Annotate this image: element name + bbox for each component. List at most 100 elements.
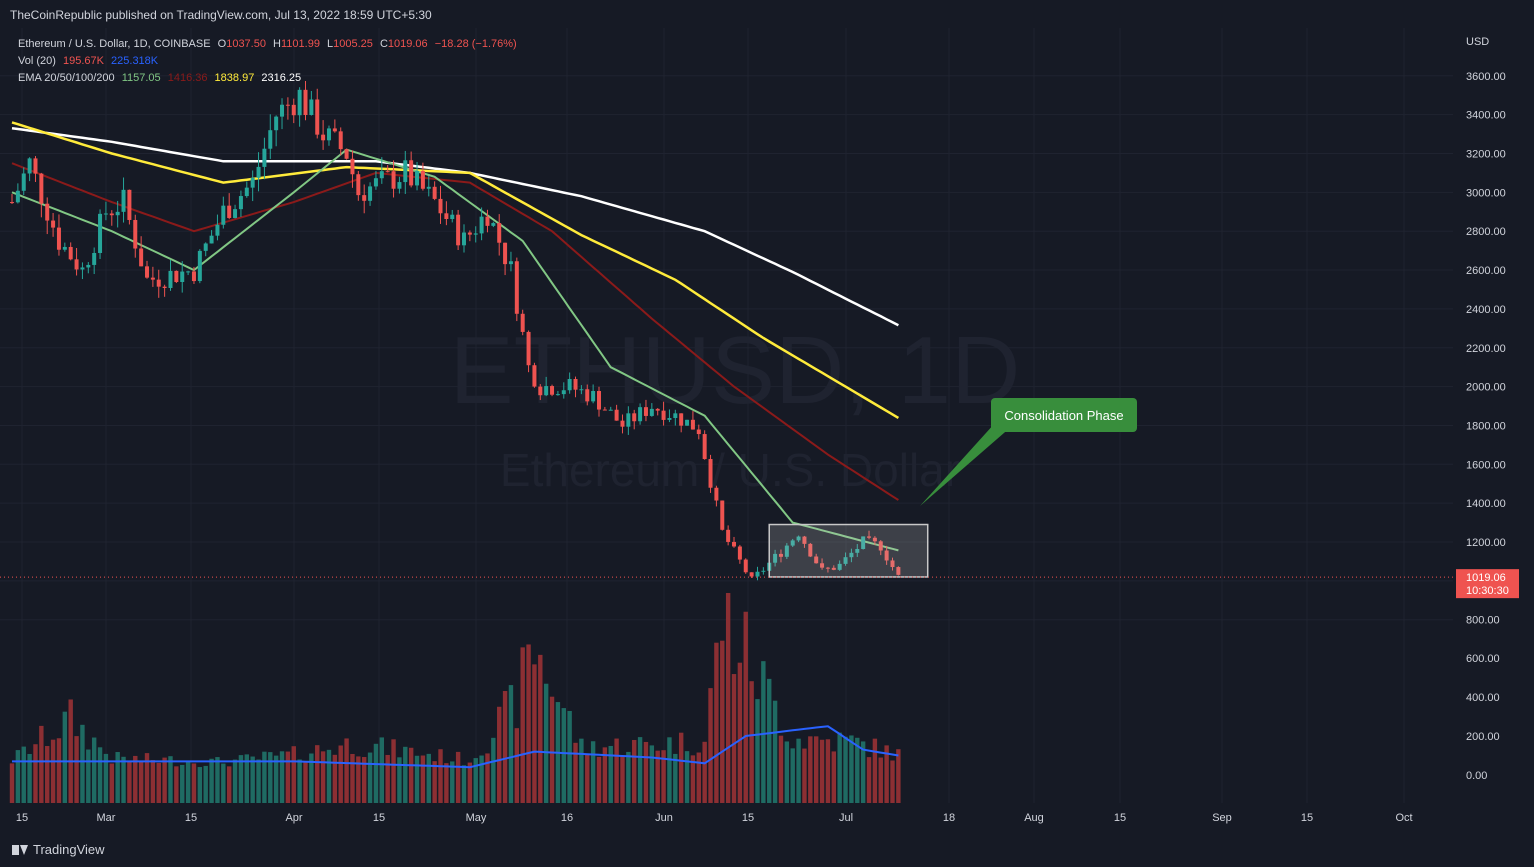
candle-body [508, 261, 513, 265]
volume-bar [144, 753, 150, 803]
candle-body [485, 216, 490, 226]
candle-body [180, 271, 185, 282]
volume-bar [720, 640, 725, 803]
volume-bar [150, 760, 156, 803]
candle-body [56, 227, 61, 250]
candle-body [538, 386, 543, 396]
volume-bar [15, 750, 21, 803]
volume-bar [262, 751, 267, 803]
watermark-line2: Ethereum / U.S. Dollar [500, 444, 960, 496]
chart-area[interactable]: ETHUSD, 1D Ethereum / U.S. Dollar Consol… [0, 28, 1534, 836]
candle-body [115, 211, 120, 216]
candle-body [438, 198, 443, 214]
symbol-name[interactable]: Ethereum / U.S. Dollar, 1D, COINBASE [18, 38, 211, 50]
volume-bar [455, 751, 461, 803]
volume-bar [127, 760, 132, 803]
volume-bar [273, 755, 279, 803]
candle-body [761, 570, 766, 572]
candle-body [86, 264, 91, 268]
volume-bar [444, 763, 449, 803]
ema200-line [11, 126, 899, 327]
time-tick-label: Aug [1024, 812, 1044, 824]
candle-body [550, 386, 555, 395]
volume-ma-value: 225.318K [111, 55, 159, 67]
volume-bar [866, 757, 872, 803]
watermark-line1: ETHUSD, 1D [450, 317, 1021, 424]
time-tick-label: Jul [839, 812, 853, 824]
candle-body [127, 189, 132, 220]
candle-body [532, 365, 537, 387]
candle-body [221, 205, 226, 225]
change-value: −18.28 (−1.76%) [434, 38, 517, 50]
volume-bar [68, 699, 73, 803]
time-axis[interactable]: 15 Mar 15 Apr 15 May 16 Jun 15 Jul 18 Aug 15 Sep 15 Oct [16, 812, 1413, 824]
candle-body [326, 128, 331, 141]
volume-bar [238, 755, 244, 803]
candle-body [503, 242, 508, 265]
candle-body [350, 158, 355, 175]
ema100-line [11, 121, 900, 419]
candle-body [732, 541, 737, 547]
candle-body [808, 543, 813, 557]
candle-body [626, 413, 631, 427]
volume-label[interactable]: Vol (20) [18, 55, 56, 67]
volume-bar [579, 738, 584, 803]
volume-ma [12, 725, 899, 769]
annotation-callout[interactable]: Consolidation Phase [920, 398, 1137, 506]
volume-bar [467, 762, 473, 803]
candle-body [27, 158, 32, 174]
symbol-watermark: ETHUSD, 1D Ethereum / U.S. Dollar [450, 317, 1021, 496]
candle-body [39, 173, 44, 204]
tradingview-brand[interactable]: TradingView [12, 842, 105, 857]
time-tick-label: 15 [185, 812, 197, 824]
candle-body [585, 389, 590, 402]
candle-body [802, 536, 807, 544]
open-value: O1037.50 [217, 38, 266, 50]
volume-tick-label: 400.00 [1466, 692, 1500, 704]
candle-body [238, 196, 243, 210]
volume-bar [878, 757, 883, 803]
price-axis[interactable]: USD 3600.00 3400.00 3200.00 3000.00 2800.00 26… [1466, 36, 1506, 782]
callout-pointer [920, 423, 1012, 506]
time-tick-label: Apr [285, 812, 302, 824]
volume-bar [244, 754, 249, 803]
candle-body [526, 331, 531, 366]
volume-bar [767, 678, 772, 803]
candle-body [280, 104, 285, 117]
volume-bar [684, 751, 690, 803]
ema100-value: 1838.97 [214, 72, 255, 84]
volume-bar [860, 741, 866, 803]
candle-body [209, 235, 214, 244]
volume-bar [279, 751, 285, 803]
candle-body [250, 177, 255, 188]
consolidation-box [768, 523, 929, 578]
time-tick-label: 15 [16, 812, 28, 824]
volume-bar [849, 735, 854, 803]
volume-bar [215, 757, 220, 803]
time-tick-label: 15 [1301, 812, 1313, 824]
candle-body [103, 213, 108, 215]
candle-body [597, 391, 601, 410]
price-chart[interactable]: ETHUSD, 1D Ethereum / U.S. Dollar Consol… [0, 28, 1534, 836]
volume-bar [637, 737, 643, 803]
chart-legend: Ethereum / U.S. Dollar, 1D, COINBASE O10… [18, 36, 521, 87]
ema-label[interactable]: EMA 20/50/100/200 [18, 72, 115, 84]
volume-bar [673, 753, 678, 803]
candle-body [861, 536, 866, 550]
volume-bar [514, 728, 520, 803]
candle-body [884, 550, 889, 561]
candle-body [867, 536, 872, 538]
volume-bar [479, 755, 484, 803]
volume-bar [39, 725, 44, 803]
candle-body [796, 536, 801, 541]
brand-name: TradingView [33, 842, 105, 857]
time-tick-label: Sep [1212, 812, 1232, 824]
volume-bar [725, 592, 731, 803]
time-tick-label: 16 [561, 812, 573, 824]
candle-body [268, 130, 273, 149]
candle-body [667, 418, 672, 420]
volume-bar [855, 737, 860, 803]
volume-bar [33, 744, 38, 803]
candle-body [773, 553, 778, 563]
volume-bar [191, 763, 197, 803]
